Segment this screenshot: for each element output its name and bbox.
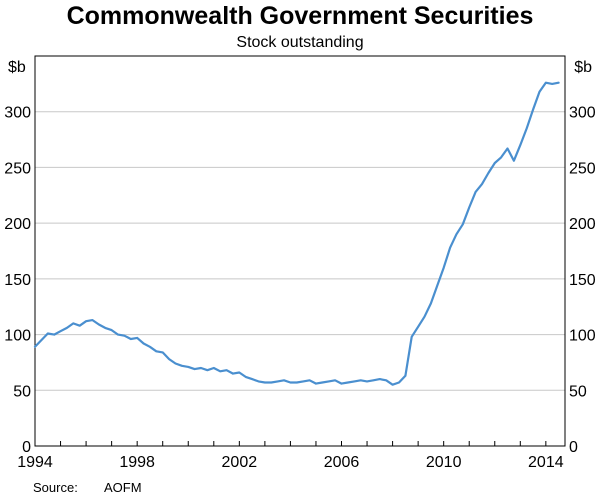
left-axis-unit: $b — [8, 59, 26, 76]
source-value: AOFM — [104, 480, 142, 495]
y-tick-label-left: 250 — [4, 160, 31, 177]
y-tick-label-left: 100 — [4, 328, 31, 345]
series-layer — [33, 81, 560, 386]
plot-frame — [34, 55, 566, 447]
x-tick-label: 1998 — [119, 454, 155, 471]
y-tick-label-right: 50 — [569, 383, 587, 400]
x-tick-label: 1994 — [17, 454, 53, 471]
y-tick-label-left: 150 — [4, 272, 31, 289]
y-tick-label-right: 300 — [569, 105, 596, 122]
y-tick-label-right: 200 — [569, 216, 596, 233]
y-tick-label-right: 100 — [569, 328, 596, 345]
axis-ticks — [34, 441, 547, 446]
y-tick-label-left: 300 — [4, 105, 31, 122]
x-tick-label: 2010 — [426, 454, 462, 471]
y-tick-label-left: 50 — [13, 383, 31, 400]
axis-labels: 0 0 50 50 100 100 150 150 200 200 250 250 300 300 1994… — [4, 105, 596, 471]
chart-subtitle: Stock outstanding — [236, 34, 363, 51]
x-tick-label: 2006 — [324, 454, 360, 471]
y-tick-label-right: 0 — [569, 439, 578, 456]
chart-title: Commonwealth Government Securities — [67, 2, 534, 30]
series-line-0 — [33, 81, 560, 386]
y-tick-label-left: 0 — [22, 439, 31, 456]
y-tick-label-left: 200 — [4, 216, 31, 233]
y-tick-label-right: 250 — [569, 160, 596, 177]
x-tick-label: 2002 — [222, 454, 258, 471]
y-tick-label-right: 150 — [569, 272, 596, 289]
x-tick-label: 2014 — [528, 454, 564, 471]
source-label: Source: — [33, 480, 78, 495]
right-axis-unit: $b — [574, 59, 592, 76]
grid-lines — [35, 111, 565, 391]
